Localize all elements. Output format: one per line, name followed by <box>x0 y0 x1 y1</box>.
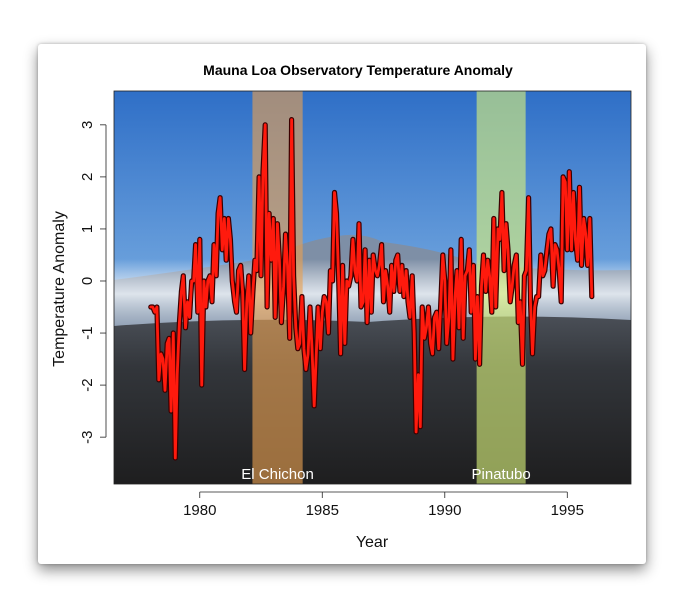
y-tick-label: -2 <box>79 378 96 391</box>
event-label-el-chichon: El Chichon <box>241 466 314 483</box>
x-tick-label: 1990 <box>428 502 461 519</box>
y-axis: -3 -2 -1 0 1 2 3 <box>79 121 107 444</box>
y-tick-label: 1 <box>79 225 96 233</box>
x-tick-label: 1980 <box>183 502 216 519</box>
event-label-pinatubo: Pinatubo <box>472 466 531 483</box>
x-tick-label: 1995 <box>551 502 584 519</box>
x-axis-label: Year <box>356 534 389 551</box>
y-tick-label: 3 <box>79 121 96 129</box>
y-tick-label: -3 <box>79 430 96 443</box>
y-tick-label: -1 <box>79 326 96 339</box>
lava-field-background <box>114 316 631 484</box>
event-labels: El Chichon Pinatubo <box>241 466 530 483</box>
plot-frame <box>113 90 632 485</box>
series-line <box>149 118 594 460</box>
y-tick-label: 0 <box>79 277 96 285</box>
y-tick-label: 2 <box>79 173 96 181</box>
chart-card: Mauna Loa Observatory Temperature Anomal… <box>38 44 646 564</box>
x-axis: 1980 1985 1990 1995 <box>183 491 584 519</box>
series-layer <box>148 116 595 461</box>
temperature-anomaly-chart: Mauna Loa Observatory Temperature Anomal… <box>51 62 632 551</box>
chart-title: Mauna Loa Observatory Temperature Anomal… <box>203 62 513 78</box>
y-axis-label: Temperature Anomaly <box>51 211 68 367</box>
x-tick-label: 1985 <box>306 502 339 519</box>
